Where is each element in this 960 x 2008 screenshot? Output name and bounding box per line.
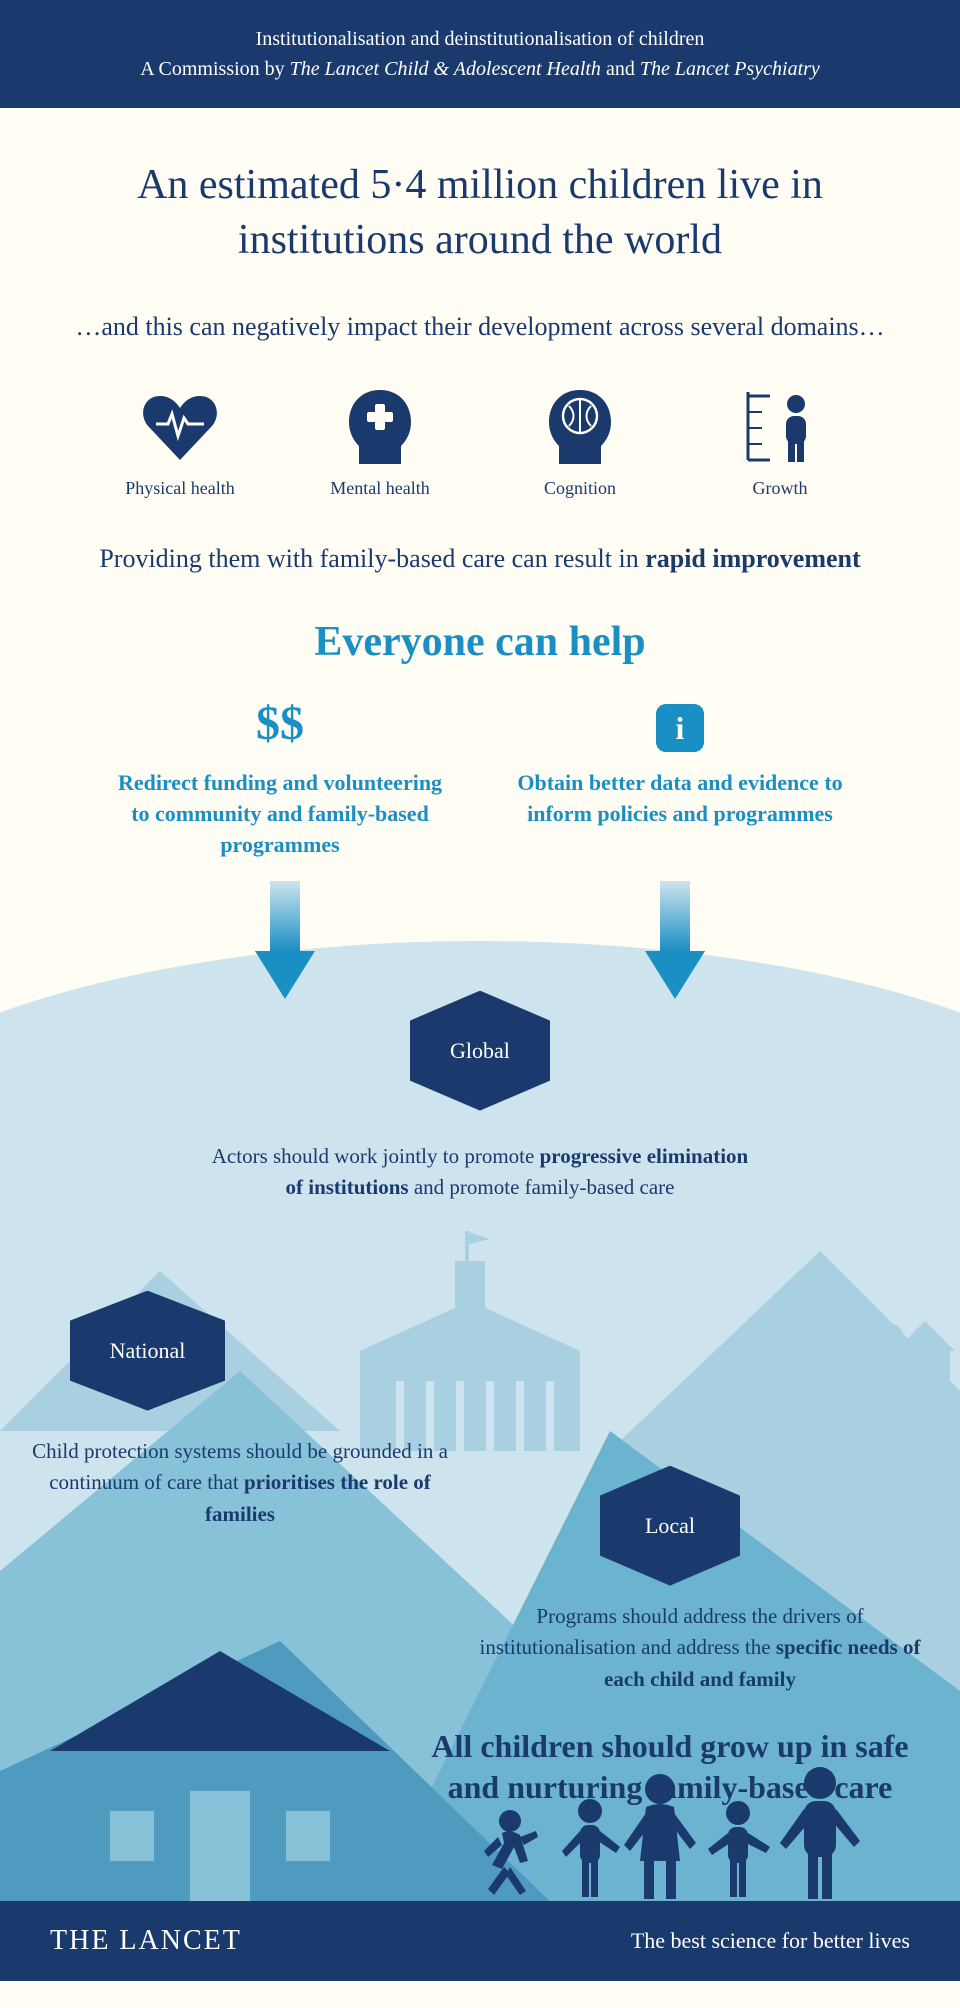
- footer-tagline: The best science for better lives: [631, 1928, 910, 1954]
- domain-label: Cognition: [515, 478, 645, 499]
- dollar-icon: $$: [110, 696, 450, 752]
- help-data: i Obtain better data and evidence to inf…: [510, 696, 850, 860]
- everyone-heading: Everyone can help: [60, 618, 900, 666]
- header-line1: Institutionalisation and deinstitutional…: [20, 24, 940, 54]
- help-funding: $$ Redirect funding and volunteering to …: [110, 696, 450, 860]
- domain-label: Mental health: [315, 478, 445, 499]
- house-icon: [30, 1641, 410, 1901]
- help-data-text: Obtain better data and evidence to infor…: [510, 768, 850, 830]
- domain-mental: Mental health: [315, 386, 445, 499]
- growth-icon: [715, 386, 845, 466]
- cognition-icon: [515, 386, 645, 466]
- arrow-down-icon: [250, 881, 320, 1001]
- domain-growth: Growth: [715, 386, 845, 499]
- header-bar: Institutionalisation and deinstitutional…: [0, 0, 960, 108]
- hex-local-label: Local: [645, 1513, 695, 1539]
- global-text: Actors should work jointly to promote pr…: [210, 1141, 750, 1204]
- footer-bar: THE LANCET The best science for better l…: [0, 1901, 960, 1981]
- domain-physical: Physical health: [115, 386, 245, 499]
- arrow-down-icon: [640, 881, 710, 1001]
- info-icon-wrap: i: [510, 696, 850, 752]
- help-row: $$ Redirect funding and volunteering to …: [60, 696, 900, 860]
- local-text: Programs should address the drivers of i…: [470, 1601, 930, 1696]
- arrows-row: [60, 881, 900, 1001]
- physical-health-icon: [115, 386, 245, 466]
- family-icon: [480, 1751, 900, 1901]
- national-text: Child protection systems should be groun…: [30, 1436, 450, 1531]
- main-content: An estimated 5·4 million children live i…: [0, 108, 960, 1001]
- domain-label: Physical health: [115, 478, 245, 499]
- mental-health-icon: [315, 386, 445, 466]
- subhead: …and this can negatively impact their de…: [60, 307, 900, 346]
- footer-logo: THE LANCET: [50, 1925, 242, 1957]
- improvement-text: Providing them with family-based care ca…: [60, 539, 900, 578]
- domains-row: Physical health Mental health Cognitio: [60, 386, 900, 499]
- headline: An estimated 5·4 million children live i…: [60, 158, 900, 267]
- domain-label: Growth: [715, 478, 845, 499]
- domain-cognition: Cognition: [515, 386, 645, 499]
- help-funding-text: Redirect funding and volunteering to com…: [110, 768, 450, 860]
- landscape: Global Actors should work jointly to pro…: [0, 941, 960, 1901]
- hex-national-label: National: [110, 1338, 186, 1364]
- info-icon: i: [656, 704, 704, 752]
- hex-global-label: Global: [450, 1038, 510, 1064]
- header-line2: A Commission by The Lancet Child & Adole…: [20, 54, 940, 84]
